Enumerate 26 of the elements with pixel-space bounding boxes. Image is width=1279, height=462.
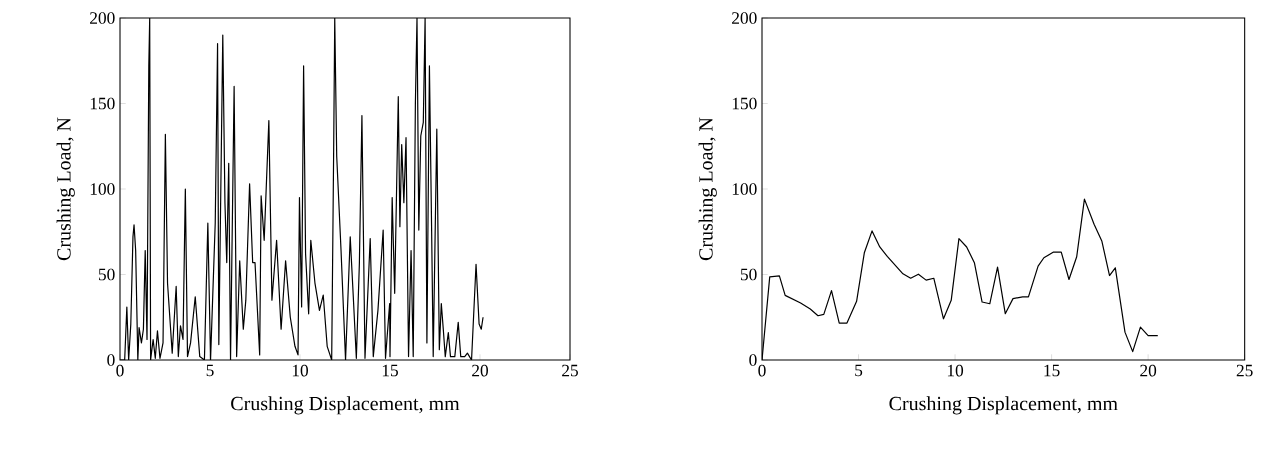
x-axis-title: Crushing Displacement, mm: [889, 396, 1118, 415]
y-tick-label: 100: [732, 183, 757, 195]
x-tick-label: 15: [382, 364, 398, 377]
y-tick-label: 200: [90, 12, 115, 24]
y-tick-label: 50: [740, 268, 757, 281]
x-tick-label: 10: [292, 364, 309, 377]
y-tick-label: 150: [90, 97, 115, 110]
y-tick-label: 100: [90, 183, 115, 195]
y-axis-title: Crushing Load, N: [698, 117, 717, 261]
x-tick-label: 5: [206, 364, 214, 377]
y-tick-label: 200: [732, 12, 757, 24]
y-tick-label: 150: [732, 97, 757, 110]
x-tick-label: 25: [1236, 364, 1253, 377]
x-tick-label: 25: [562, 364, 578, 377]
y-tick-label: 50: [98, 268, 115, 281]
x-tick-label: 0: [758, 364, 766, 377]
y-tick-label: 0: [749, 354, 757, 366]
x-axis-title: Crushing Displacement, mm: [231, 396, 460, 415]
x-tick-label: 10: [947, 364, 964, 377]
y-tick-label: 0: [107, 354, 115, 366]
x-tick-label: 20: [472, 364, 489, 377]
y-axis-title: Crushing Load, N: [56, 117, 75, 261]
x-tick-label: 15: [1044, 364, 1060, 377]
x-tick-label: 5: [855, 364, 863, 377]
x-tick-label: 20: [1140, 364, 1157, 377]
x-tick-label: 0: [116, 364, 124, 377]
